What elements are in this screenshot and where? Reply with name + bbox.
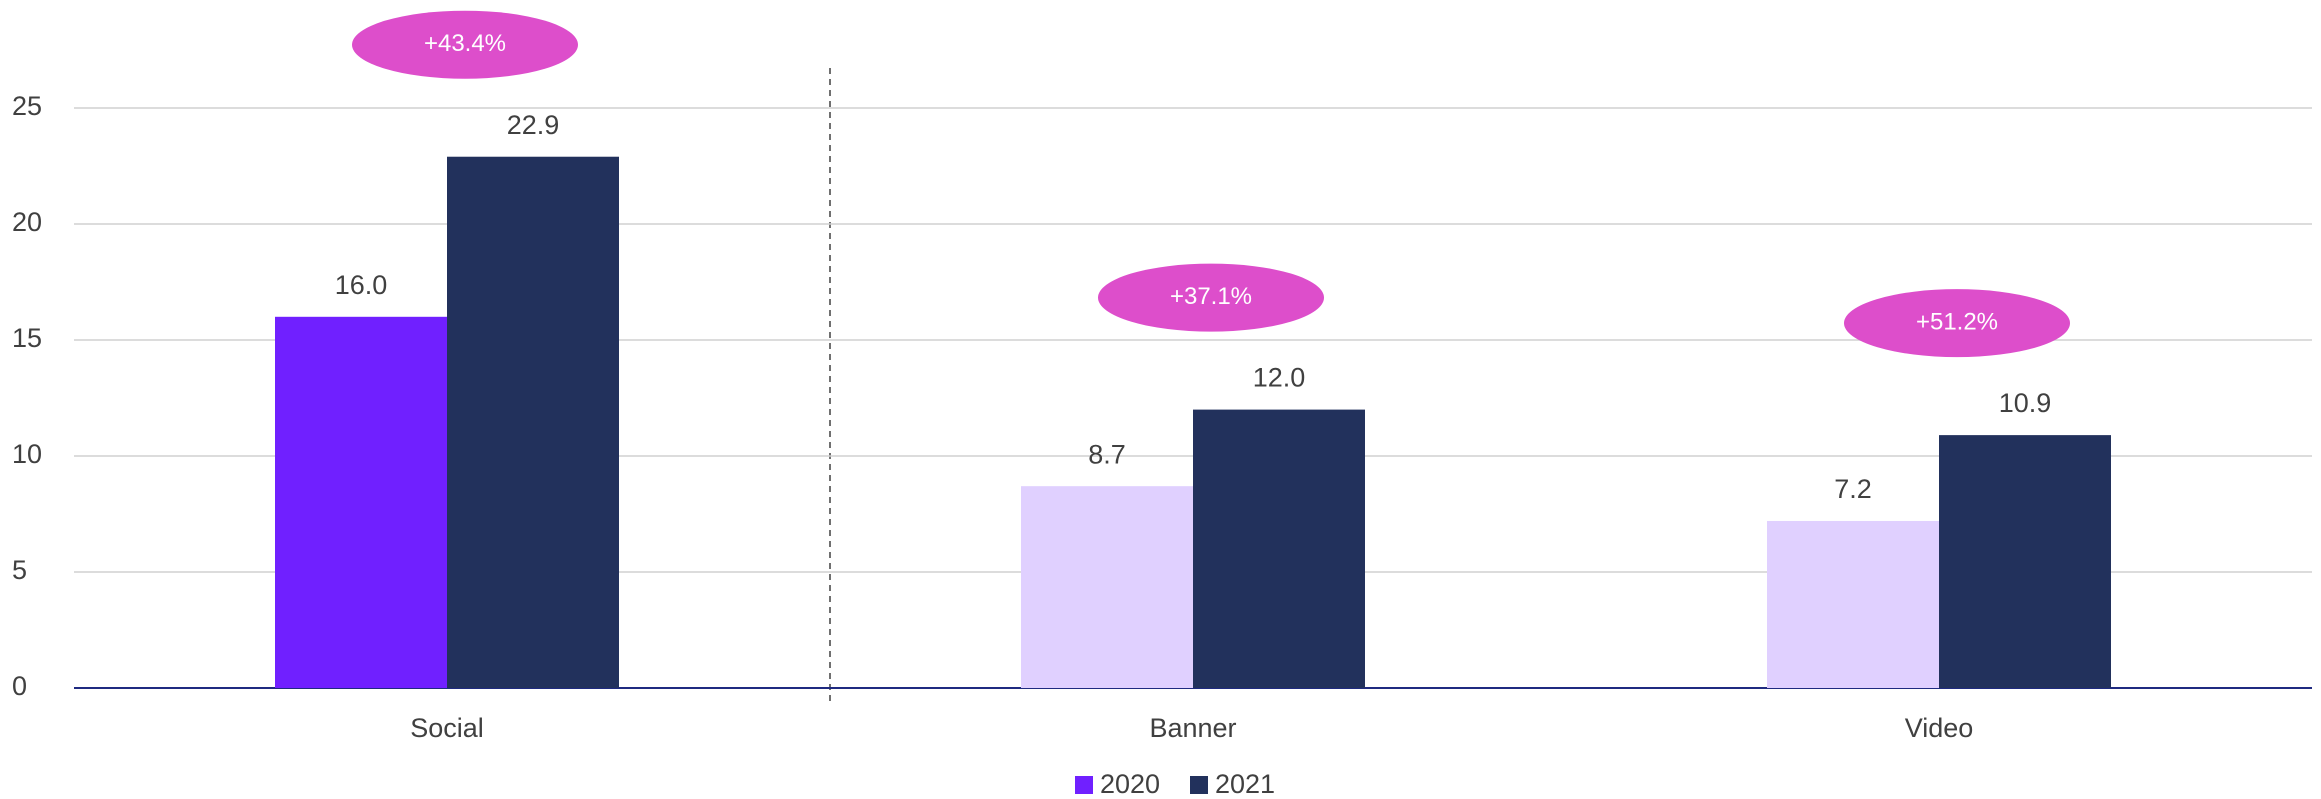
annotation-bubble <box>1098 263 1324 332</box>
y-tick-label: 15 <box>12 323 42 353</box>
bar <box>1767 520 1939 688</box>
data-label: 8.7 <box>1088 439 1126 469</box>
y-tick-label: 25 <box>12 91 42 121</box>
data-label: 12.0 <box>1253 363 1306 393</box>
annotation: +37.1% <box>1170 283 1252 310</box>
y-tick-label: 20 <box>12 207 42 237</box>
bar <box>1021 486 1193 688</box>
y-tick-label: 0 <box>12 671 27 701</box>
bar <box>1939 435 2111 688</box>
bar <box>1193 409 1365 688</box>
legend-swatch <box>1075 776 1093 794</box>
legend-label: 2020 <box>1100 769 1160 799</box>
legend-swatch <box>1190 776 1208 794</box>
data-label: 16.0 <box>335 270 388 300</box>
x-tick-label: Social <box>410 713 484 743</box>
annotation: +51.2% <box>1916 308 1998 335</box>
annotation: +43.4% <box>424 30 506 57</box>
annotation-bubble <box>352 10 578 79</box>
x-tick-label: Video <box>1905 713 1974 743</box>
x-tick-label: Banner <box>1149 713 1236 743</box>
bar <box>275 316 447 688</box>
bar <box>447 156 619 689</box>
data-label: 10.9 <box>1999 388 2052 418</box>
legend-label: 2021 <box>1215 769 1275 799</box>
annotation-bubble <box>1844 289 2070 358</box>
data-label: 22.9 <box>507 110 560 140</box>
data-label: 7.2 <box>1834 474 1872 504</box>
y-tick-label: 5 <box>12 555 27 585</box>
y-tick-label: 10 <box>12 439 42 469</box>
